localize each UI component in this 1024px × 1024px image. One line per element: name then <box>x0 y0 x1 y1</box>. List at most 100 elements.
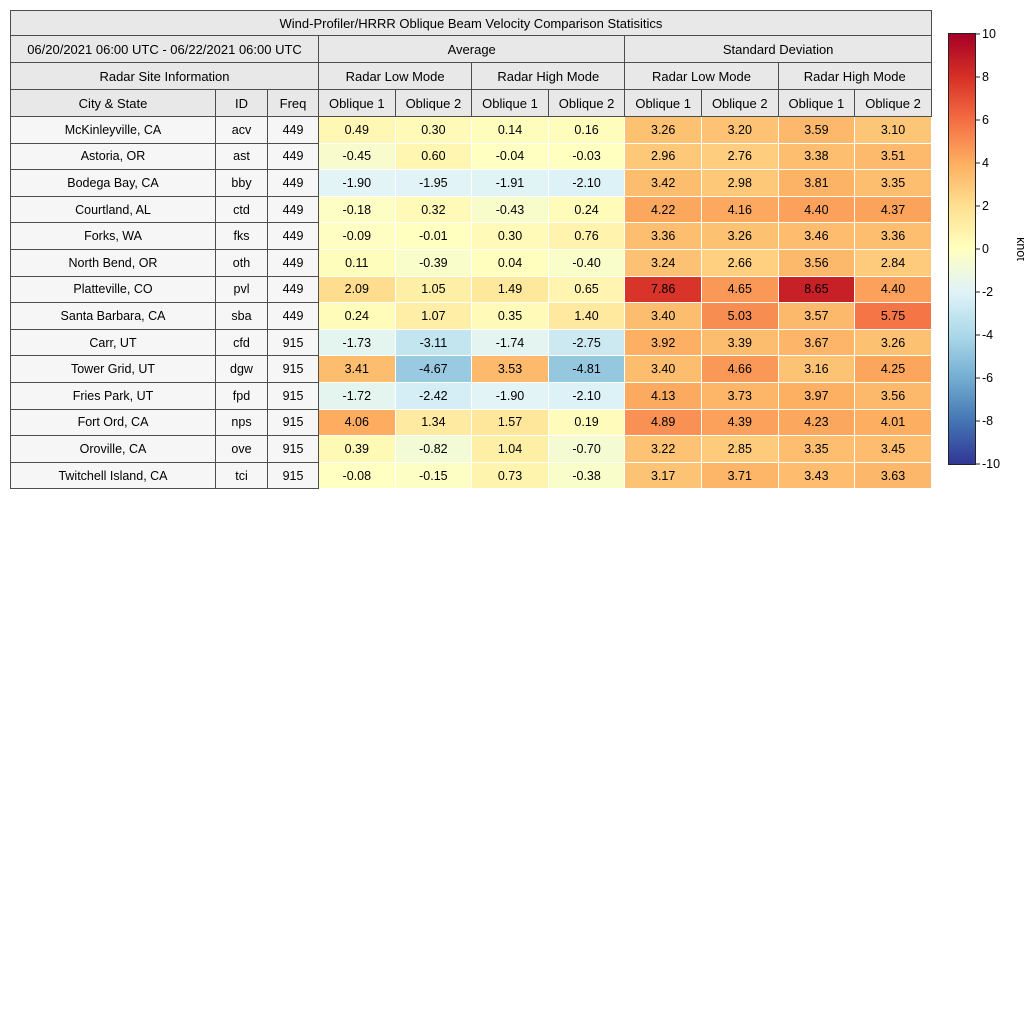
value-cell: 1.04 <box>471 435 549 463</box>
value-cell: -0.70 <box>547 435 626 463</box>
value-cell: -4.67 <box>394 355 473 383</box>
colorbar-tick-mark <box>976 76 980 78</box>
value-cell: 2.98 <box>700 169 779 197</box>
value-cell: -2.10 <box>547 381 626 410</box>
value-cell: 3.71 <box>700 461 779 490</box>
group-header-average: Average <box>317 35 626 63</box>
value-cell: 3.56 <box>777 248 856 277</box>
freq-cell: 449 <box>267 116 319 144</box>
value-cell: 3.22 <box>624 435 702 463</box>
freq-cell: 449 <box>267 195 319 224</box>
value-cell: 3.35 <box>777 435 856 463</box>
value-cell: 3.26 <box>700 222 779 250</box>
value-cell: 1.07 <box>394 302 473 330</box>
value-cell: -2.42 <box>394 381 473 410</box>
city-state-cell: Santa Barbara, CA <box>10 302 216 330</box>
value-cell: -0.08 <box>318 461 396 490</box>
oblique1-header: Oblique 1 <box>471 89 549 117</box>
value-cell: 8.65 <box>777 275 856 304</box>
freq-cell: 915 <box>267 355 319 383</box>
table-row: Santa Barbara, CA sba 449 0.24 1.07 0.35 1.40 3… <box>10 302 932 330</box>
value-cell: 4.13 <box>624 381 702 410</box>
value-cell: -0.82 <box>394 435 473 463</box>
value-cell: 0.04 <box>471 248 549 277</box>
site-id-cell: tci <box>215 461 268 490</box>
city-state-cell: Forks, WA <box>10 222 216 250</box>
value-cell: 3.35 <box>854 169 932 197</box>
city-state-cell: Courtland, AL <box>10 195 216 224</box>
value-cell: 0.30 <box>394 116 473 144</box>
value-cell: 3.40 <box>624 355 702 383</box>
value-cell: 3.36 <box>854 222 932 250</box>
colorbar-tick-mark <box>976 205 980 207</box>
value-cell: 3.39 <box>700 328 779 357</box>
colorbar-tick-label: -4 <box>982 328 994 342</box>
table-row: Courtland, AL ctd 449 -0.18 0.32 -0.43 0.24 4.2… <box>10 195 932 224</box>
value-cell: 4.39 <box>700 408 779 437</box>
value-cell: 3.57 <box>777 302 856 330</box>
value-cell: -0.09 <box>318 222 396 250</box>
value-cell: -0.43 <box>471 195 549 224</box>
table-row: Tower Grid, UT dgw 915 3.41 -4.67 3.53 -4.81 3.… <box>10 355 932 383</box>
freq-cell: 915 <box>267 381 319 410</box>
value-cell: 3.10 <box>854 116 932 144</box>
value-cell: -0.38 <box>547 461 626 490</box>
value-cell: 4.66 <box>700 355 779 383</box>
value-cell: 0.16 <box>547 116 626 144</box>
value-cell: 3.40 <box>624 302 702 330</box>
value-cell: 3.26 <box>624 116 702 144</box>
value-cell: 3.67 <box>777 328 856 357</box>
value-cell: 1.05 <box>394 275 473 304</box>
value-cell: -4.81 <box>547 355 626 383</box>
table-row: Platteville, CO pvl 449 2.09 1.05 1.49 0.65 7.8… <box>10 275 932 304</box>
freq-cell: 449 <box>267 222 319 250</box>
id-header: ID <box>215 89 268 117</box>
colorbar-tick-label: -2 <box>982 285 994 299</box>
city-state-cell: Oroville, CA <box>10 435 216 463</box>
value-cell: -1.91 <box>471 169 549 197</box>
city-state-cell: Astoria, OR <box>10 142 216 171</box>
value-cell: -3.11 <box>394 328 473 357</box>
value-cell: 3.53 <box>471 355 549 383</box>
value-cell: 0.19 <box>547 408 626 437</box>
oblique2-header: Oblique 2 <box>854 89 932 117</box>
value-cell: -1.95 <box>394 169 473 197</box>
value-cell: 3.51 <box>854 142 932 171</box>
value-cell: 1.57 <box>471 408 549 437</box>
oblique1-header: Oblique 1 <box>777 89 856 117</box>
oblique2-header: Oblique 2 <box>547 89 626 117</box>
freq-cell: 449 <box>267 248 319 277</box>
value-cell: 2.85 <box>700 435 779 463</box>
value-cell: 2.76 <box>700 142 779 171</box>
site-info-header: Radar Site Information <box>10 62 319 90</box>
site-id-cell: cfd <box>215 328 268 357</box>
value-cell: 3.42 <box>624 169 702 197</box>
value-cell: 3.20 <box>700 116 779 144</box>
value-cell: -1.73 <box>318 328 396 357</box>
column-header-row: City & State ID Freq Oblique 1 Oblique 2… <box>10 89 932 117</box>
group-header-row: 06/20/2021 06:00 UTC - 06/22/2021 06:00 … <box>10 35 932 63</box>
colorbar-tick-mark <box>976 420 980 422</box>
city-state-cell: Fries Park, UT <box>10 381 216 410</box>
colorbar: 10 8 6 4 2 0 -2 -4 -6 -8 -10 knot <box>948 27 1024 471</box>
stats-table-wrap: Wind-Profiler/HRRR Oblique Beam Velocity… <box>10 10 932 490</box>
value-cell: 4.89 <box>624 408 702 437</box>
std-low-mode-header: Radar Low Mode <box>624 62 779 90</box>
value-cell: -1.90 <box>471 381 549 410</box>
freq-cell: 449 <box>267 275 319 304</box>
avg-high-mode-header: Radar High Mode <box>471 62 626 90</box>
value-cell: 3.56 <box>854 381 932 410</box>
value-cell: 0.73 <box>471 461 549 490</box>
value-cell: -0.39 <box>394 248 473 277</box>
city-state-cell: Twitchell Island, CA <box>10 461 216 490</box>
table-title: Wind-Profiler/HRRR Oblique Beam Velocity… <box>10 10 932 36</box>
value-cell: 2.96 <box>624 142 702 171</box>
value-cell: 0.65 <box>547 275 626 304</box>
value-cell: 1.34 <box>394 408 473 437</box>
value-cell: 3.81 <box>777 169 856 197</box>
freq-header: Freq <box>267 89 319 117</box>
colorbar-tick-mark <box>976 463 980 465</box>
value-cell: 2.66 <box>700 248 779 277</box>
value-cell: -0.18 <box>318 195 396 224</box>
